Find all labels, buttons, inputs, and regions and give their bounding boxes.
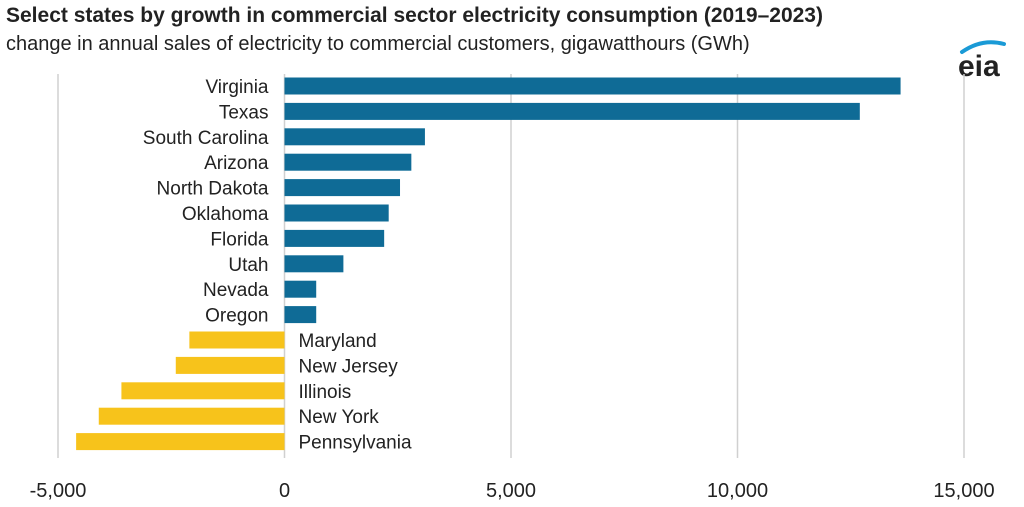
bar: [284, 179, 401, 197]
category-label: Virginia: [205, 77, 268, 98]
bar: [284, 255, 344, 273]
category-label: Texas: [219, 102, 269, 123]
bar: [284, 153, 412, 171]
category-label: New York: [299, 407, 380, 428]
bar: [121, 382, 285, 400]
eia-logo: eia: [958, 40, 1006, 83]
x-axis-ticks: -5,000 0 5,000 10,000 15,000: [30, 480, 995, 502]
category-label: Arizona: [204, 153, 269, 174]
category-label: New Jersey: [299, 356, 399, 377]
x-tick-label: 0: [279, 480, 290, 502]
chart-subtitle: change in annual sales of electricity to…: [6, 33, 750, 55]
bar: [284, 128, 425, 146]
category-label: Oklahoma: [182, 204, 269, 225]
bar: [284, 77, 901, 95]
x-tick-label: 10,000: [707, 480, 768, 502]
eia-logo-text: eia: [958, 50, 1000, 83]
bar: [98, 407, 285, 425]
eia-logo-arc: [960, 40, 1006, 54]
category-labels: Virginia Texas South Carolina Arizona North …: [143, 77, 412, 454]
category-label: Pennsylvania: [299, 433, 412, 454]
category-label: Maryland: [299, 331, 377, 352]
bar: [284, 229, 385, 247]
category-label: Florida: [210, 229, 269, 250]
category-label: North Dakota: [157, 179, 269, 200]
bar: [76, 433, 285, 451]
x-tick-label: -5,000: [30, 480, 87, 502]
chart-title: Select states by growth in commercial se…: [6, 4, 823, 27]
bar: [284, 204, 389, 222]
bars: [76, 77, 901, 451]
x-tick-label: 15,000: [933, 480, 994, 502]
bar: [175, 356, 285, 374]
category-label: Oregon: [205, 306, 268, 327]
bar: [284, 102, 860, 120]
category-label: South Carolina: [143, 128, 269, 149]
category-label: Utah: [228, 255, 268, 276]
x-tick-label: 5,000: [486, 480, 536, 502]
category-label: Illinois: [299, 382, 352, 403]
bar: [284, 280, 317, 298]
category-label: Nevada: [203, 280, 269, 301]
bar: [284, 306, 317, 324]
bar: [189, 331, 285, 349]
